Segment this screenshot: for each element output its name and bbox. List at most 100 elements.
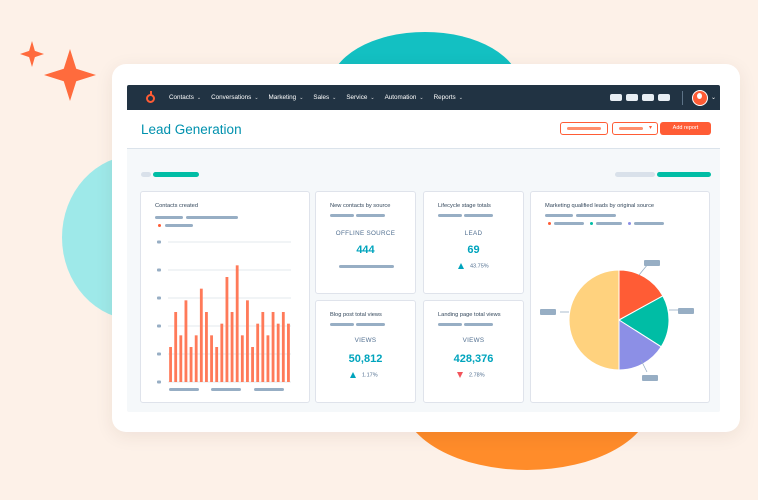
bar: [240, 335, 244, 382]
chevron-down-icon: ⌄: [419, 94, 424, 101]
legend-label-placeholder: [554, 222, 584, 225]
metric-label: LEAD: [464, 230, 483, 237]
pie-slice: [618, 295, 670, 348]
delta-value: 43.75%: [470, 263, 489, 270]
nav-item-marketing[interactable]: Marketing ⌄: [269, 94, 304, 101]
card-title: Lifecycle stage totals: [438, 203, 491, 209]
bar: [205, 312, 208, 382]
trend-up-icon: [458, 263, 464, 269]
trend-up-icon: [350, 372, 356, 378]
legend-dot: [158, 224, 161, 227]
chevron-down-icon: ⌄: [254, 94, 259, 101]
subtitle-placeholder: [330, 214, 354, 217]
bar: [199, 288, 203, 382]
metric-delta: 2.78%: [457, 372, 485, 378]
subtitle-placeholder: [330, 323, 354, 326]
nav-item-reports[interactable]: Reports ⌄: [434, 94, 463, 101]
metric-value: 50,812: [348, 353, 383, 365]
metric-label: VIEWS: [354, 337, 377, 344]
pie-slice: [618, 269, 664, 321]
nav-item-contacts[interactable]: Contacts ⌄: [169, 94, 201, 101]
slice-label-placeholder: [540, 309, 556, 315]
subtitle-placeholder: [356, 323, 385, 326]
x-tick-label-placeholder: [254, 388, 284, 391]
button-label-placeholder: [567, 127, 601, 130]
nav-utility-button[interactable]: [609, 94, 622, 101]
filter-placeholder: [141, 172, 151, 177]
bar: [251, 347, 254, 382]
leader-line: [640, 359, 648, 373]
card-blog-post-views[interactable]: Blog post total views VIEWS 50,812 1.17%: [315, 300, 416, 403]
top-navigation: Contacts ⌄ Conversations ⌄ Marketing ⌄ Sale…: [127, 85, 720, 110]
slice-label-placeholder: [644, 260, 660, 266]
legend-dot: [548, 222, 551, 225]
nav-label: Service: [346, 94, 368, 101]
nav-item-sales[interactable]: Sales ⌄: [313, 94, 336, 101]
user-avatar[interactable]: [691, 89, 708, 106]
sparkle-large-icon: [44, 49, 96, 101]
metric-value: 444: [356, 244, 375, 256]
nav-label: Conversations: [211, 94, 252, 101]
pie-slice: [568, 269, 620, 371]
metric-value: 69: [467, 244, 480, 256]
nav-item-conversations[interactable]: Conversations ⌄: [211, 94, 258, 101]
hubspot-logo-icon[interactable]: [143, 90, 157, 105]
y-tick-label-placeholder: [157, 380, 161, 384]
bar: [210, 335, 213, 382]
metric-delta: 1.17%: [350, 372, 378, 378]
y-tick-label-placeholder: [157, 324, 161, 328]
bar: [230, 312, 234, 382]
chevron-down-icon: ⌄: [196, 94, 202, 101]
header-dropdown-button[interactable]: ▾: [612, 122, 658, 135]
y-tick-label-placeholder: [157, 296, 161, 300]
bar: [194, 335, 198, 382]
nav-item-service[interactable]: Service ⌄: [346, 94, 374, 101]
chevron-down-icon: ⌄: [458, 94, 463, 101]
share-filter[interactable]: [657, 172, 711, 177]
bar: [179, 335, 183, 382]
chevron-down-icon: ⌄: [332, 94, 337, 101]
nav-utility-button[interactable]: [657, 94, 670, 101]
metric-delta: 43.75%: [458, 263, 489, 269]
bar: [174, 312, 178, 382]
card-new-contacts-by-source[interactable]: New contacts by source OFFLINE SOURCE 44…: [315, 191, 416, 294]
bar: [261, 312, 265, 382]
x-tick-label-placeholder: [211, 388, 241, 391]
sparkle-small-icon: [20, 41, 44, 67]
header-action-button[interactable]: [560, 122, 608, 135]
card-title: Marketing qualified leads by original so…: [545, 203, 655, 209]
delta-value: 1.17%: [362, 372, 378, 379]
nav-label: Sales: [313, 94, 330, 101]
nav-label: Reports: [433, 94, 456, 101]
nav-item-automation[interactable]: Automation ⌄: [385, 94, 424, 101]
card-title: Blog post total views: [330, 312, 382, 318]
legend-dot: [590, 222, 593, 225]
subtitle-placeholder: [186, 216, 238, 219]
app-screen: Contacts ⌄ Conversations ⌄ Marketing ⌄ Sale…: [127, 85, 720, 412]
card-contacts-created[interactable]: Contacts created: [140, 191, 310, 403]
mql-pie-chart: [540, 260, 694, 381]
nav-label: Automation: [384, 94, 417, 101]
nav-utility-button[interactable]: [625, 94, 638, 101]
bar: [215, 347, 219, 382]
slice-label-placeholder: [678, 308, 694, 314]
subtitle-placeholder: [464, 214, 493, 217]
caret-down-icon: ▾: [648, 125, 652, 131]
bar: [256, 323, 260, 382]
card-mql-by-source[interactable]: Marketing qualified leads by original so…: [530, 191, 710, 403]
add-report-button[interactable]: Add report: [660, 122, 711, 135]
date-filter[interactable]: [153, 172, 199, 177]
bar: [225, 277, 229, 382]
card-title: Contacts created: [155, 203, 198, 209]
bar: [287, 323, 290, 382]
page-header: Lead Generation ▾ Add report: [127, 110, 720, 149]
chevron-down-icon[interactable]: ⌄: [710, 95, 716, 101]
bar: [220, 323, 224, 382]
chevron-down-icon: ⌄: [299, 94, 304, 101]
nav-utility-button[interactable]: [641, 94, 654, 101]
bar: [266, 335, 270, 382]
card-landing-page-views[interactable]: Landing page total views VIEWS 428,376 2…: [423, 300, 524, 403]
nav-label: Contacts: [169, 94, 194, 101]
card-lifecycle-stage-totals[interactable]: Lifecycle stage totals LEAD 69 43.75%: [423, 191, 524, 294]
subtitle-placeholder: [155, 216, 183, 219]
